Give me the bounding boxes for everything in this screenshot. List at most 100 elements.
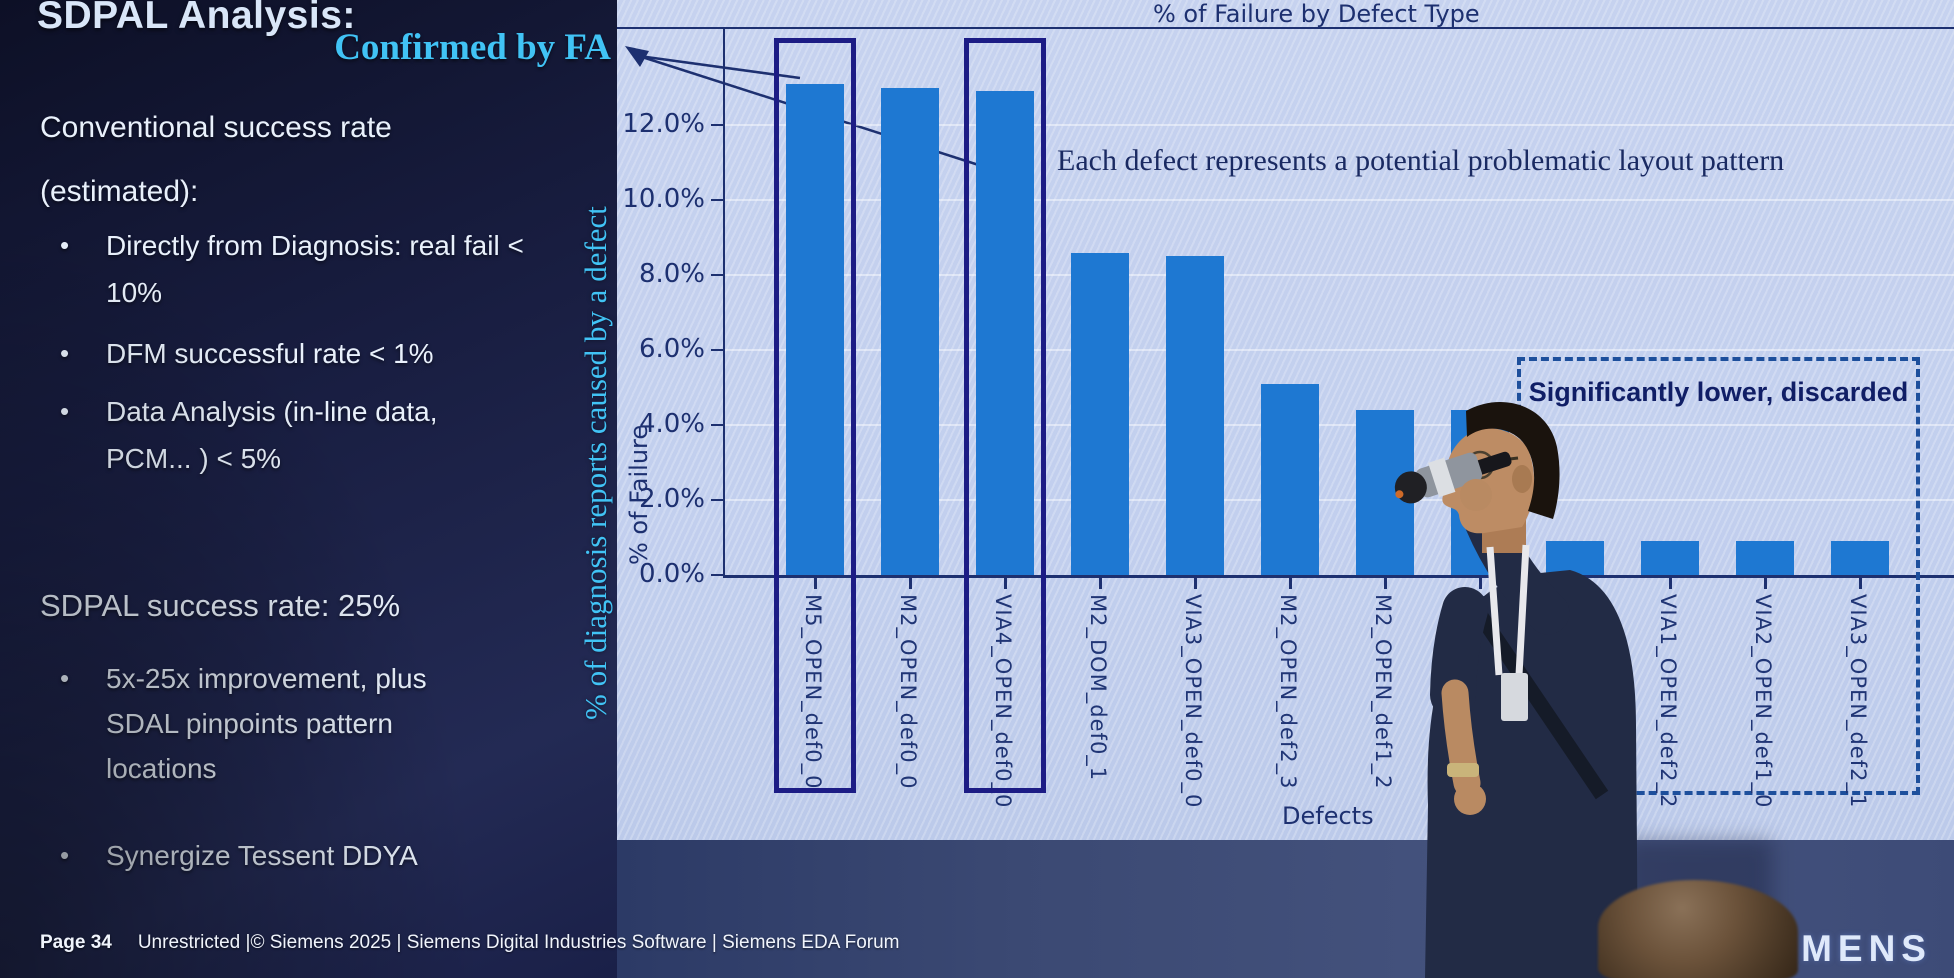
- x-tick-label: VIA4_OPEN_def0_0: [991, 594, 1015, 809]
- x-tick-mark: [1669, 578, 1672, 589]
- chart-top-frame-line: [617, 27, 1954, 29]
- slide-title-annotation: Confirmed by FA: [334, 27, 611, 68]
- y-tick-label: 0.0%: [638, 559, 705, 589]
- bar: [1831, 541, 1889, 575]
- x-tick-mark: [814, 578, 817, 589]
- x-tick-label: VIA3_OPEN_def0_0: [1181, 594, 1205, 809]
- gridline: [725, 499, 1954, 501]
- y-tick-mark: [711, 574, 723, 576]
- bullet-dot: •: [60, 663, 70, 693]
- footer-text: Unrestricted |© Siemens 2025 | Siemens D…: [137, 932, 900, 953]
- bullet-dfm: • DFM successful rate < 1%: [40, 330, 560, 377]
- bar: [881, 87, 939, 575]
- x-tick-label: M2_OPEN_def1_2: [1371, 594, 1395, 790]
- bullet-dot: •: [60, 338, 70, 368]
- heading-line2: (estimated):: [40, 175, 199, 208]
- presenter-hand-right: [1460, 479, 1492, 511]
- discarded-region-box: Significantly lower, discarded: [1517, 357, 1920, 795]
- page-number: Page 34: [40, 932, 112, 953]
- chart-annotation: Each defect represents a potential probl…: [1057, 144, 1785, 177]
- presenter-ear: [1512, 465, 1532, 493]
- bullet-dot: •: [60, 230, 70, 260]
- gridline: [725, 424, 1954, 426]
- y-tick-label: 6.0%: [638, 334, 705, 364]
- bullet-text: Data Analysis (in-line data, PCM... ) < …: [106, 396, 438, 474]
- conventional-rate-heading: Conventional success rate (estimated):: [40, 96, 392, 224]
- x-tick-label: M2_OPEN_def2_3: [1276, 594, 1300, 790]
- presenter-hand-left: [1454, 783, 1486, 815]
- x-tick-label: VIA3_OPEN_def2_1: [1846, 594, 1870, 809]
- y-tick-label: 2.0%: [638, 484, 705, 514]
- x-tick-mark: [1289, 578, 1292, 589]
- presenter-hair: [1466, 402, 1560, 519]
- arrow-head: [625, 46, 649, 67]
- bullet-text: Synergize Tessent DDYA: [106, 840, 418, 871]
- x-tick-mark: [1479, 578, 1482, 589]
- bar: [1071, 252, 1129, 575]
- microphone: [1394, 451, 1512, 504]
- y-tick-label: 8.0%: [638, 259, 705, 289]
- bar: [786, 83, 844, 575]
- x-tick-mark: [1384, 578, 1387, 589]
- y-tick-mark: [711, 499, 723, 501]
- x-tick-mark: [1764, 578, 1767, 589]
- chart-title: % of Failure by Defect Type: [1153, 0, 1480, 28]
- bullet-synergize: • Synergize Tessent DDYA: [40, 832, 560, 879]
- x-axis-title: Defects: [1282, 802, 1374, 830]
- y-tick-label: 4.0%: [638, 409, 705, 439]
- x-tick-label: VIA2_OPEN_def1_0: [1751, 594, 1775, 809]
- badge: [1501, 673, 1528, 721]
- x-tick-label: M2_DOM_def0_1: [1086, 594, 1110, 782]
- bullet-text: DFM successful rate < 1%: [106, 338, 434, 369]
- bar: [1261, 383, 1319, 575]
- presenter-silhouette: [1394, 402, 1638, 978]
- slide-title: SDPAL Analysis:: [37, 0, 356, 37]
- confirmed-bar-highlight-box: [964, 38, 1046, 793]
- gridline: [725, 349, 1954, 351]
- slide-footer: Page 34 Unrestricted |© Siemens 2025 | Si…: [40, 932, 900, 954]
- bar: [1546, 541, 1604, 575]
- x-tick-mark: [1004, 578, 1007, 589]
- presenter-body: [1425, 570, 1638, 978]
- bag-strap: [1463, 595, 1609, 800]
- y-tick-mark: [711, 124, 723, 126]
- x-tick-label: VIA1_OPEN_def2_2: [1656, 594, 1680, 809]
- bullet-text: 5x-25x improvement, plus SDAL pinpoints …: [106, 663, 427, 784]
- bullet-text: Directly from Diagnosis: real fail < 10%: [106, 230, 524, 308]
- y-tick-mark: [711, 274, 723, 276]
- slide-left-text-panel: SDPAL Analysis: Confirmed by FA Conventi…: [0, 0, 617, 978]
- bar: [1166, 256, 1224, 575]
- gridline: [725, 124, 1954, 126]
- y-tick-mark: [711, 424, 723, 426]
- y-tick-label: 10.0%: [622, 184, 705, 214]
- watch: [1447, 763, 1479, 777]
- y-tick-mark: [711, 199, 723, 201]
- lanyard: [1486, 544, 1530, 676]
- bar: [976, 91, 1034, 575]
- bullet-diagnosis: • Directly from Diagnosis: real fail < 1…: [40, 222, 540, 316]
- x-tick-label: M5_OPEN_def0_0: [801, 594, 825, 790]
- bullet-data-analysis: • Data Analysis (in-line data, PCM... ) …: [40, 388, 530, 482]
- y-axis-line: [723, 28, 725, 577]
- bar: [1641, 541, 1699, 575]
- heading-line1: Conventional success rate: [40, 111, 392, 144]
- confirmed-bar-highlight-box: [774, 38, 856, 793]
- x-tick-mark: [1194, 578, 1197, 589]
- x-tick-mark: [1099, 578, 1102, 589]
- x-tick-label: M2_OPEN_def0_0: [896, 594, 920, 790]
- bar: [1736, 541, 1794, 575]
- y-tick-label: 12.0%: [622, 109, 705, 139]
- bullet-dot: •: [60, 840, 70, 870]
- bullet-dot: •: [60, 396, 70, 426]
- outer-y-axis-label: % of diagnosis reports caused by a defec…: [578, 206, 613, 720]
- gridline: [725, 274, 1954, 276]
- sdpal-rate-heading: SDPAL success rate: 25%: [40, 588, 401, 623]
- x-tick-mark: [1859, 578, 1862, 589]
- arrow-line-1: [638, 54, 801, 80]
- y-tick-mark: [711, 349, 723, 351]
- gridline: [725, 199, 1954, 201]
- x-axis-line: [723, 575, 1954, 578]
- x-tick-mark: [909, 578, 912, 589]
- failure-bar-chart: % of Failure by Defect Type % of Failure…: [617, 0, 1954, 840]
